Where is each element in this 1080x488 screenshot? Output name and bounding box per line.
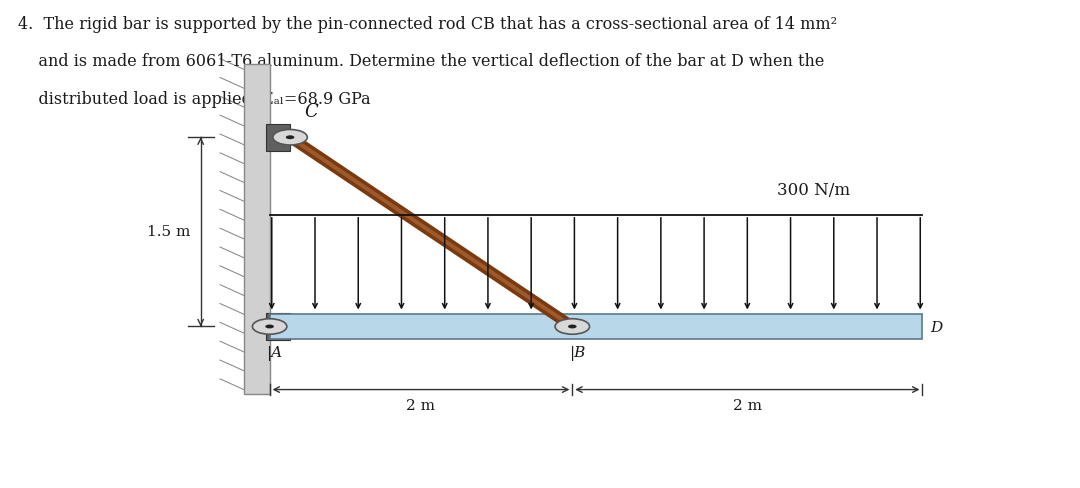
Text: 4.  The rigid bar is supported by the pin-connected rod CB that has a cross-sect: 4. The rigid bar is supported by the pin…	[17, 16, 837, 33]
Text: 300 N/m: 300 N/m	[777, 183, 850, 200]
Bar	[267, 123, 291, 151]
Bar	[267, 313, 291, 340]
Circle shape	[555, 319, 590, 334]
Text: |B: |B	[569, 346, 585, 361]
Text: C: C	[305, 103, 318, 121]
Text: 2 m: 2 m	[733, 399, 761, 413]
Text: |A: |A	[267, 346, 283, 361]
Text: 2 m: 2 m	[406, 399, 435, 413]
Circle shape	[273, 129, 308, 145]
Circle shape	[266, 325, 274, 328]
Bar	[270, 314, 922, 339]
Text: D: D	[930, 321, 942, 335]
Text: and is made from 6061-T6 aluminum. Determine the vertical deflection of the bar : and is made from 6061-T6 aluminum. Deter…	[17, 53, 824, 70]
Circle shape	[286, 135, 295, 139]
Circle shape	[253, 319, 287, 334]
Bar	[244, 64, 270, 394]
Circle shape	[568, 325, 577, 328]
Text: distributed load is applied. Eₐₗ=68.9 GPa: distributed load is applied. Eₐₗ=68.9 GP…	[17, 91, 370, 108]
Text: 1.5 m: 1.5 m	[147, 225, 190, 239]
